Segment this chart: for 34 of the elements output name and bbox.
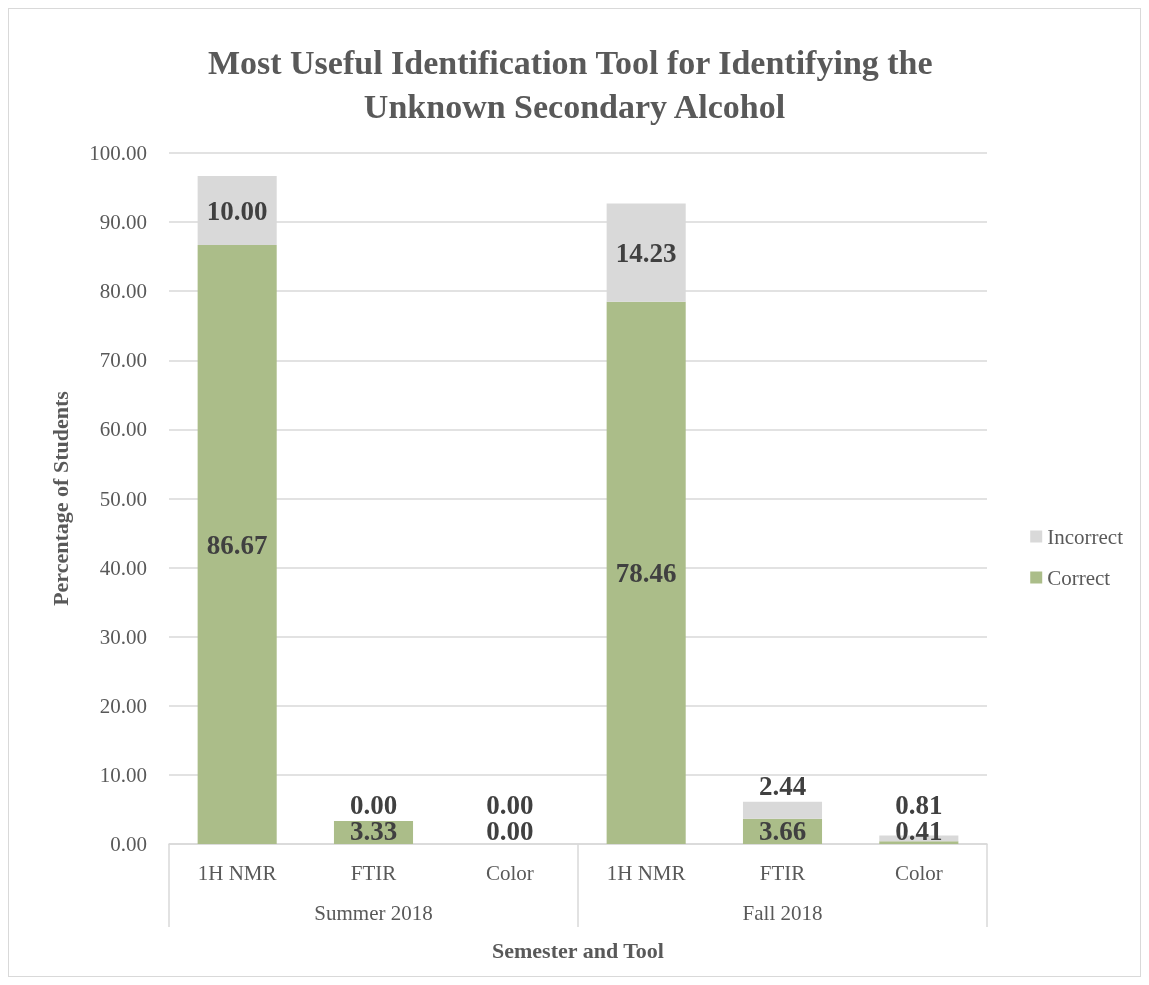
y-tick-label: 100.00	[89, 141, 147, 165]
x-tick-label: FTIR	[759, 860, 806, 885]
x-tick-label: 1H NMR	[197, 860, 277, 885]
bar	[197, 245, 277, 844]
y-tick-label: 80.00	[99, 279, 147, 304]
y-axis-title: Percentage of Students	[47, 390, 73, 606]
legend-label: Correct	[1047, 565, 1111, 590]
bar	[606, 301, 686, 844]
y-tick-label: 50.00	[99, 486, 147, 511]
bar	[742, 801, 823, 819]
data-label: 3.66	[758, 815, 807, 846]
text: Fall 2018	[742, 900, 823, 925]
y-tick-label: 20.00	[99, 693, 147, 718]
text: Summer 2018	[314, 900, 433, 925]
y-tick-label: 10.00	[99, 762, 147, 787]
data-label: 86.67	[206, 529, 268, 560]
data-label: 78.46	[615, 557, 677, 588]
x-tick-label: 1H NMR	[606, 860, 686, 885]
y-tick-label: 40.00	[99, 555, 147, 580]
bar	[879, 841, 959, 844]
x-tick-label: Color	[485, 860, 534, 885]
y-tick-label: 0.00	[110, 832, 147, 856]
x-axis-title: Semester and Tool	[492, 937, 664, 963]
y-tick-label: 70.00	[99, 348, 147, 373]
y-tick-label: 90.00	[99, 210, 147, 235]
data-label: 10.00	[206, 195, 268, 226]
data-label: 14.23	[615, 237, 677, 268]
legend-label: Incorrect	[1047, 524, 1124, 549]
y-tick-label: 60.00	[99, 417, 147, 442]
chart-title: Most Useful Identification Tool for Identifying the Unknown Secondary Alcohol	[207, 43, 942, 125]
data-label: 2.44	[758, 771, 807, 802]
x-tick-label: FTIR	[350, 860, 397, 885]
y-tick-label: 30.00	[99, 624, 147, 649]
x-tick-label: Color	[894, 860, 943, 885]
